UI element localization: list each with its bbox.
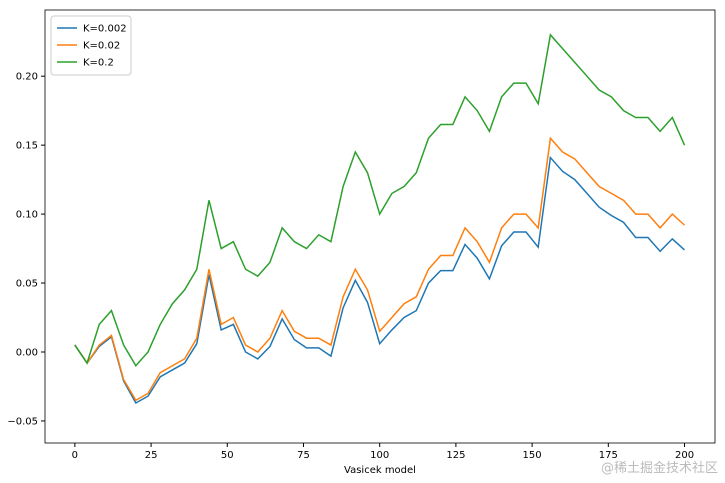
x-tick-label: 125 — [446, 450, 465, 461]
y-tick-label: −0.05 — [7, 416, 38, 427]
legend-label: K=0.02 — [83, 41, 120, 52]
series-line — [74, 155, 686, 405]
series-line — [74, 136, 686, 402]
x-tick-label: 25 — [145, 450, 158, 461]
y-tick-label: 0.15 — [16, 141, 38, 152]
x-tick-label: 75 — [297, 450, 310, 461]
y-tick-label: 0.20 — [16, 72, 38, 83]
x-tick-label: 150 — [523, 450, 542, 461]
legend-box — [50, 15, 132, 76]
legend: K=0.002 K=0.02 K=0.2 — [50, 15, 132, 76]
y-tick-label: 0.05 — [16, 279, 38, 290]
plot-frame — [44, 9, 716, 444]
y-tick-label: 0.00 — [16, 347, 38, 358]
x-axis-label: Vasicek model — [344, 465, 416, 476]
legend-label: K=0.2 — [83, 58, 114, 69]
x-tick-label: 100 — [370, 450, 389, 461]
x-tick-label: 175 — [599, 450, 618, 461]
x-tick-label: 0 — [72, 450, 78, 461]
x-tick-label: 200 — [675, 450, 694, 461]
watermark: @稀土掘金技术社区 — [601, 460, 718, 476]
series-line — [74, 33, 686, 368]
x-tick-label: 50 — [221, 450, 234, 461]
y-tick-label: 0.10 — [16, 210, 38, 221]
legend-label: K=0.002 — [83, 24, 127, 35]
